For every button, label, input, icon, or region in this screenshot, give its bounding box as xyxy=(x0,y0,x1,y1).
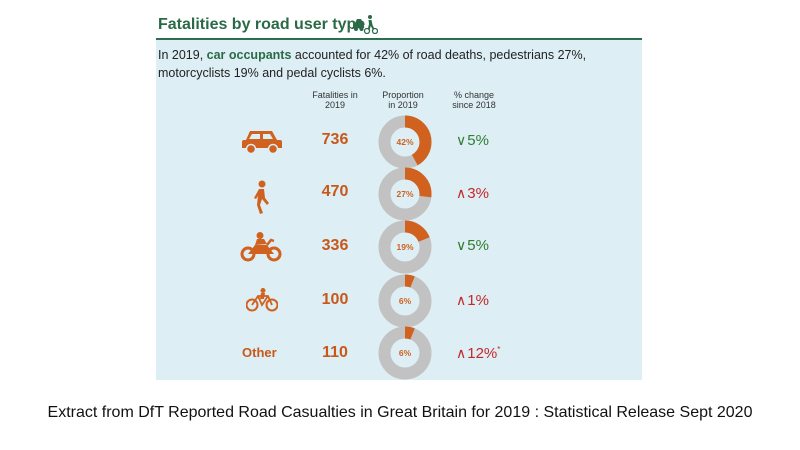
donut-label: 42% xyxy=(396,137,413,147)
motorcycle-icon xyxy=(240,232,282,262)
change-arrow-icon: ∧ xyxy=(456,292,467,308)
fatalities-value: 736 xyxy=(321,131,349,148)
proportion-donut: 27% xyxy=(378,167,432,221)
row-label-other: Other xyxy=(242,345,277,360)
summary-text: In 2019, car occupants accounted for 42%… xyxy=(158,46,636,82)
fatalities-value: 336 xyxy=(321,237,349,254)
change-arrow-icon: ∧ xyxy=(456,185,467,201)
donut-segment xyxy=(378,274,432,328)
donut-segment xyxy=(378,115,432,169)
proportion-donut: 6% xyxy=(378,326,432,380)
change-text: 5% xyxy=(467,237,489,254)
column-header-fatalities-line1: Fatalities in xyxy=(312,90,358,100)
change-value: ∧3% xyxy=(456,185,489,202)
change-arrow-icon: ∧ xyxy=(456,345,467,361)
infographic-panel: Fatalities by road user type In 2019, ca… xyxy=(156,10,642,380)
car-icon xyxy=(242,131,282,155)
column-header-fatalities-line2: 2019 xyxy=(324,100,346,110)
change-note: * xyxy=(497,345,501,354)
change-arrow-icon: ∨ xyxy=(456,237,467,253)
summary-after: accounted for 42% of road deaths, pedest… xyxy=(158,48,587,80)
fatalities-value: 110 xyxy=(322,344,348,361)
change-arrow-icon: ∨ xyxy=(456,132,467,148)
change-value: ∨5% xyxy=(456,237,489,254)
bicycle-icon xyxy=(246,288,278,312)
title-bar: Fatalities by road user type xyxy=(156,10,642,40)
pedestrian-icon xyxy=(254,180,269,214)
donut-segment xyxy=(378,326,432,380)
road-users-icon xyxy=(353,15,378,34)
column-header-proportion-line2: in 2019 xyxy=(388,100,418,110)
donut-segment xyxy=(378,167,432,221)
change-value: ∨5% xyxy=(456,132,489,149)
donut-segment xyxy=(378,220,432,274)
proportion-donut: 42% xyxy=(378,115,432,169)
change-text: 1% xyxy=(467,292,489,309)
donut-label: 6% xyxy=(399,348,412,358)
proportion-donut: 19% xyxy=(378,220,432,274)
change-text: 5% xyxy=(467,132,489,149)
donut-label: 19% xyxy=(396,242,413,252)
summary-highlight: car occupants xyxy=(206,48,292,62)
caption: Extract from DfT Reported Road Casualtie… xyxy=(47,404,753,421)
summary-before: In 2019, xyxy=(158,48,207,62)
change-value: ∧12%* xyxy=(456,345,500,362)
column-header-fatalities: Fatalities in 2019 xyxy=(306,90,364,110)
column-header-change-line1: % change xyxy=(453,90,495,100)
proportion-donut: 6% xyxy=(378,274,432,328)
change-value: ∧1% xyxy=(456,292,489,309)
column-header-change-line2: since 2018 xyxy=(452,100,496,110)
column-header-change: % change since 2018 xyxy=(442,90,506,110)
change-text: 3% xyxy=(467,185,489,202)
fatalities-value: 470 xyxy=(321,183,349,200)
donut-label: 27% xyxy=(396,189,413,199)
fatalities-value: 100 xyxy=(321,291,349,308)
page-title: Fatalities by road user type xyxy=(158,16,366,33)
column-header-proportion: Proportion in 2019 xyxy=(374,90,432,110)
column-header-proportion-line1: Proportion xyxy=(382,90,424,100)
donut-label: 6% xyxy=(399,296,412,306)
change-text: 12% xyxy=(467,345,498,362)
